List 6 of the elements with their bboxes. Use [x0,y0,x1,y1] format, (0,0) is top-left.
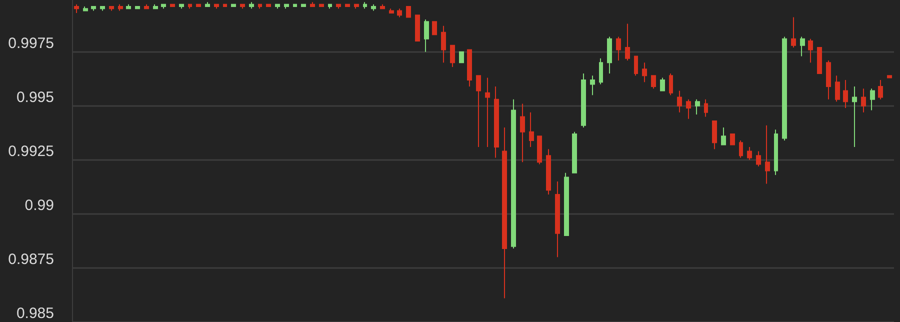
y-tick-label: 0.985 [16,305,54,322]
y-tick-label: 0.9975 [8,34,54,52]
y-tick-label: 0.995 [16,88,54,106]
y-tick-label: 0.9875 [8,250,54,268]
y-tick-label: 0.99 [24,196,54,214]
y-tick-label: 0.9925 [8,142,54,160]
